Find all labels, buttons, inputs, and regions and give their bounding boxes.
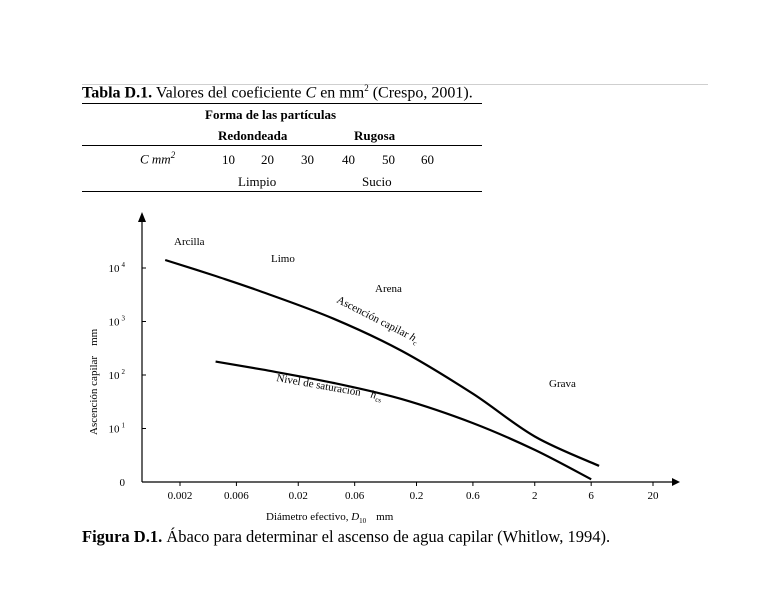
table-caption-ref: (Crespo, 2001). [372,84,473,102]
x-tick-label: 2 [532,490,538,502]
table-mid-rule [82,145,482,146]
table-caption-label: Tabla D.1. [82,84,153,102]
soil-label-arena: Arena [375,283,402,295]
x-tick-label: 0.6 [466,490,480,502]
x-tick-label: 0.002 [168,490,193,502]
table-col-rough: Rugosa [354,128,396,143]
x-tick-label: 6 [588,490,594,502]
soil-label-limo: Limo [271,253,295,265]
x-tick-label: 20 [648,490,660,502]
table-value: 10 [222,152,235,167]
y-tick-label: 10 2 [109,368,126,382]
x-tick-label: 0.006 [224,490,249,502]
table-value: 40 [342,152,355,167]
top-rule [82,84,708,85]
x-tick-label: 0.2 [410,490,424,502]
table-value: 20 [261,152,274,167]
x-axis-label: Diámetro efectivo, D10 mm [266,511,394,525]
x-tick-label: 0.06 [345,490,365,502]
table-caption: Tabla D.1. Valores del coeficiente C en … [82,83,473,102]
y-tick-label: 10 4 [109,261,126,275]
y-axis-label: Ascención capilarmm [88,328,100,435]
series-label-saturation: Nivel de saturación hcs [275,372,383,404]
table-caption-unit: en mm [320,84,365,102]
table-caption-text: Valores del coeficiente [155,84,302,102]
figure-caption-label: Figura D.1. [82,527,163,546]
capillary-rise-curve [164,258,600,467]
x-axis-arrow [672,478,680,486]
y-tick-label: 10 1 [109,422,126,436]
saturation-level-curve [215,360,592,481]
soil-label-grava: Grava [549,378,576,390]
figure-caption: Figura D.1. Ábaco para determinar el asc… [82,527,610,547]
table-value: 60 [421,152,434,167]
table-top-rule [82,103,482,104]
table-caption-c: C [305,84,317,102]
y-tick-label: 0 [120,477,126,489]
soil-label-arcilla: Arcilla [174,236,205,248]
table-value: 30 [301,152,314,167]
y-tick-label: 10 3 [109,315,126,329]
table-bottom-rule [82,191,482,192]
table-cond-dirty: Sucio [362,174,392,189]
y-axis-arrow [138,212,146,222]
table-caption-sup: 2 [364,83,369,93]
table-header-group: Forma de las partículas [205,107,337,122]
table-cond-clean: Limpio [238,174,277,189]
x-tick-label: 0.02 [289,490,308,502]
table-value: 50 [382,152,395,167]
table-row-label: C mm2 [140,150,176,167]
table-col-rounded: Redondeada [218,128,288,143]
figure-caption-text: Ábaco para determinar el ascenso de agua… [166,527,611,546]
